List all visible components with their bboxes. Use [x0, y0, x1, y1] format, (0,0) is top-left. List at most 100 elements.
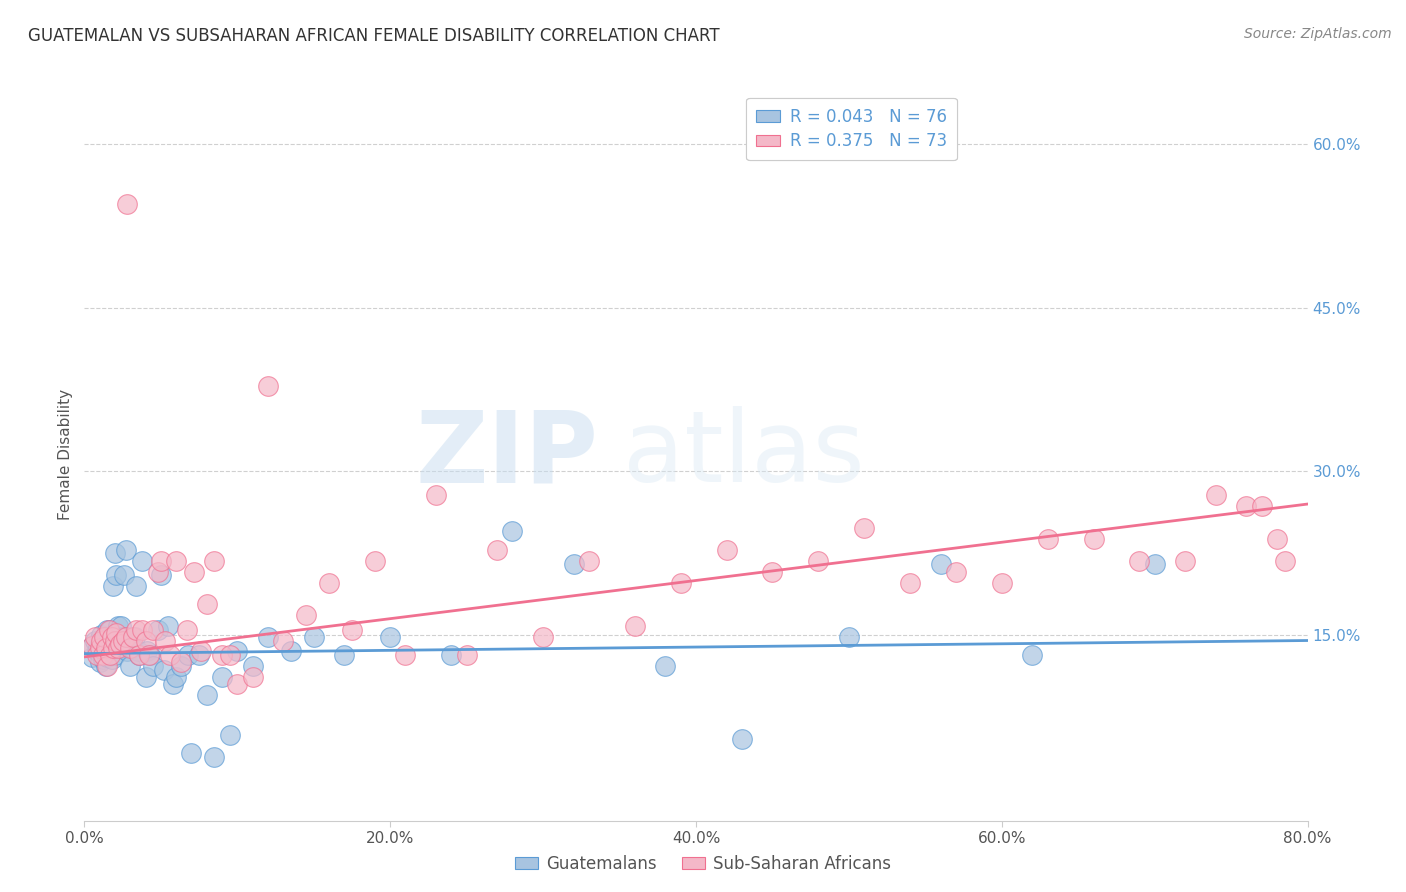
Point	[93, 633, 115, 648]
Point	[101, 652, 124, 666]
Text: GUATEMALAN VS SUBSAHARAN AFRICAN FEMALE DISABILITY CORRELATION CHART: GUATEMALAN VS SUBSAHARAN AFRICAN FEMALE …	[28, 27, 720, 45]
Point	[86, 648, 108, 662]
Point	[177, 648, 200, 662]
Point	[1143, 557, 1166, 571]
Point	[89, 656, 111, 670]
Point	[456, 648, 478, 662]
Point	[945, 565, 967, 579]
Point	[146, 565, 169, 579]
Point	[146, 623, 169, 637]
Point	[176, 623, 198, 637]
Point	[128, 648, 150, 662]
Point	[103, 641, 125, 656]
Point	[578, 554, 600, 568]
Legend: R = 0.043   N = 76, R = 0.375   N = 73: R = 0.043 N = 76, R = 0.375 N = 73	[747, 97, 956, 161]
Point	[180, 746, 202, 760]
Point	[90, 633, 112, 648]
Point	[98, 639, 121, 653]
Point	[115, 644, 138, 658]
Point	[1265, 532, 1288, 546]
Point	[142, 658, 165, 673]
Point	[364, 554, 387, 568]
Point	[93, 641, 115, 656]
Point	[211, 648, 233, 662]
Point	[394, 648, 416, 662]
Point	[131, 623, 153, 637]
Point	[122, 630, 145, 644]
Point	[104, 648, 127, 662]
Point	[531, 630, 554, 644]
Y-axis label: Female Disability: Female Disability	[58, 389, 73, 521]
Point	[853, 521, 876, 535]
Point	[120, 641, 142, 656]
Point	[318, 575, 340, 590]
Point	[165, 554, 187, 568]
Point	[380, 630, 402, 644]
Point	[135, 633, 157, 648]
Point	[226, 644, 249, 658]
Point	[98, 648, 121, 662]
Point	[139, 648, 162, 662]
Point	[1274, 554, 1296, 568]
Point	[91, 648, 114, 662]
Point	[165, 669, 187, 683]
Point	[242, 658, 264, 673]
Point	[1036, 532, 1059, 546]
Text: ZIP: ZIP	[415, 407, 598, 503]
Point	[94, 641, 117, 656]
Point	[716, 542, 738, 557]
Point	[101, 630, 124, 644]
Point	[257, 630, 280, 644]
Point	[929, 557, 952, 571]
Point	[170, 656, 193, 670]
Text: Source: ZipAtlas.com: Source: ZipAtlas.com	[1244, 27, 1392, 41]
Point	[991, 575, 1014, 590]
Point	[105, 625, 128, 640]
Point	[128, 648, 150, 662]
Point	[898, 575, 921, 590]
Point	[142, 623, 165, 637]
Point	[153, 663, 176, 677]
Point	[1021, 648, 1043, 662]
Legend: Guatemalans, Sub-Saharan Africans: Guatemalans, Sub-Saharan Africans	[508, 848, 898, 880]
Point	[731, 731, 754, 746]
Point	[295, 608, 318, 623]
Point	[440, 648, 463, 662]
Point	[94, 630, 117, 644]
Point	[333, 648, 356, 662]
Point	[91, 652, 114, 666]
Point	[183, 565, 205, 579]
Point	[104, 546, 127, 560]
Point	[1174, 554, 1197, 568]
Point	[486, 542, 509, 557]
Point	[111, 633, 134, 648]
Point	[170, 658, 193, 673]
Point	[104, 633, 127, 648]
Point	[114, 630, 136, 644]
Point	[94, 658, 117, 673]
Point	[340, 623, 363, 637]
Point	[87, 641, 110, 656]
Point	[218, 729, 240, 743]
Point	[114, 542, 136, 557]
Point	[195, 598, 218, 612]
Point	[135, 669, 157, 683]
Point	[1250, 500, 1272, 514]
Point	[257, 379, 280, 393]
Point	[91, 648, 114, 662]
Point	[211, 669, 233, 683]
Point	[124, 630, 146, 644]
Point	[98, 623, 121, 637]
Point	[562, 557, 585, 571]
Point	[157, 619, 180, 633]
Point	[103, 579, 125, 593]
Point	[93, 630, 115, 644]
Point	[101, 641, 124, 656]
Point	[669, 575, 692, 590]
Point	[1128, 554, 1150, 568]
Text: atlas: atlas	[623, 407, 865, 503]
Point	[838, 630, 860, 644]
Point	[108, 637, 131, 651]
Point	[807, 554, 830, 568]
Point	[86, 644, 108, 658]
